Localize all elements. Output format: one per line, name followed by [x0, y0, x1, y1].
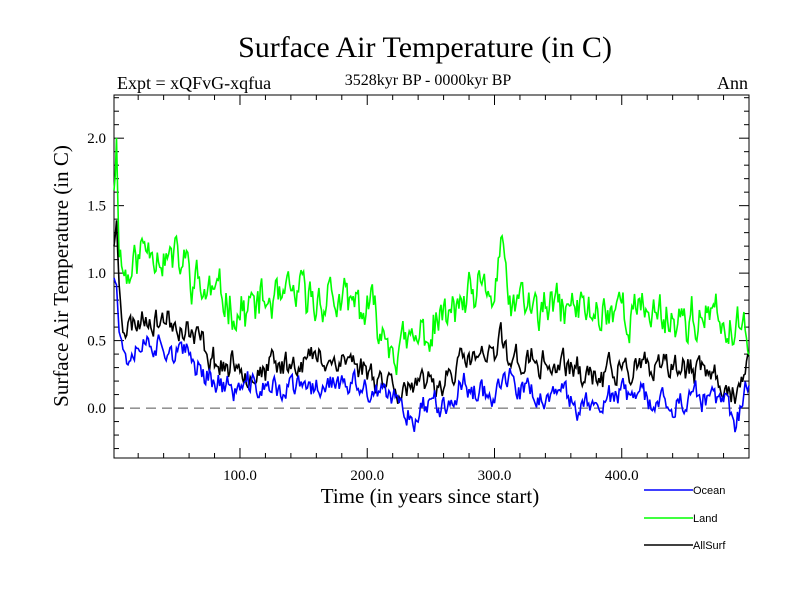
legend-label-ocean: Ocean [693, 485, 725, 497]
y-tick-label: 0.5 [87, 334, 106, 350]
legend-label-land: Land [693, 513, 717, 525]
y-axis-ticks: 0.0 0.5 1.0 1.5 2.0 [87, 97, 749, 450]
y-tick-label: 0.0 [87, 401, 106, 417]
x-axis-label: Time (in years since start) [321, 484, 540, 508]
legend-item-allsurf: AllSurf [644, 540, 726, 552]
chart-subtitle: 3528kyr BP - 0000kyr BP [345, 72, 512, 89]
y-axis-label: Surface Air Temperature (in C) [49, 145, 73, 407]
series-line-allsurf [113, 220, 750, 404]
season-label: Ann [717, 73, 748, 93]
y-tick-label: 2.0 [87, 131, 106, 147]
series-layer [113, 137, 750, 433]
x-tick-label: 100.0 [223, 468, 257, 484]
legend: Ocean Land AllSurf [644, 485, 726, 552]
plot-frame [113, 94, 750, 459]
x-axis-ticks: 100.0 200.0 300.0 400.0 [137, 95, 725, 484]
chart-title: Surface Air Temperature (in C) [238, 31, 612, 64]
x-tick-label: 300.0 [478, 468, 512, 484]
experiment-label: Expt = xQFvG-xqfua [117, 73, 271, 93]
legend-item-ocean: Ocean [644, 485, 725, 497]
y-tick-label: 1.5 [87, 199, 106, 215]
series-line-land [113, 137, 750, 376]
series-line-ocean [113, 277, 750, 433]
x-tick-label: 200.0 [350, 468, 384, 484]
legend-item-land: Land [644, 513, 717, 525]
legend-label-allsurf: AllSurf [693, 540, 726, 552]
y-tick-label: 1.0 [87, 266, 106, 282]
x-tick-label: 400.0 [605, 468, 639, 484]
